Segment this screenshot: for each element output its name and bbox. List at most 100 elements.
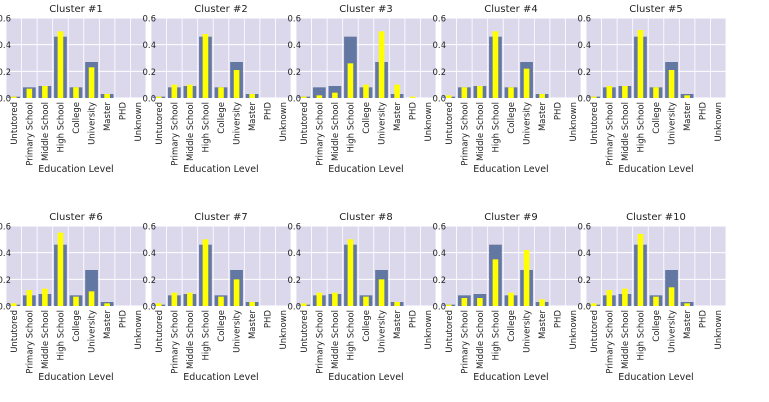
y-tick-label: 0.6 <box>287 15 301 25</box>
chart-panel: 0.0 0.2 0.4 0.6 Untutored Primary School Middl… <box>142 212 292 383</box>
x-tick-label: High School <box>346 102 356 152</box>
y-tick-label: 0.2 <box>432 276 446 286</box>
x-tick-label: Unknown <box>424 310 434 349</box>
y-tick-label: 0.6 <box>432 15 446 25</box>
x-tick-label: University <box>88 102 98 145</box>
chart-panel: 0.0 0.2 0.4 0.6 Untutored Primary School Middl… <box>0 4 147 175</box>
bar-cluster <box>73 87 79 98</box>
x-tick-label: University <box>88 310 98 353</box>
y-tick-label: 0.0 <box>577 303 591 313</box>
y-tick-label: 0.6 <box>0 15 11 25</box>
bar-cluster <box>653 87 659 98</box>
bar-cluster <box>606 290 613 306</box>
x-tick-label: PHD <box>119 102 129 121</box>
x-tick-label: Middle School <box>476 102 486 161</box>
bar-cluster <box>202 34 209 98</box>
chart-panel: 0.0 0.2 0.4 0.6 Untutored Primary School Middl… <box>432 212 582 383</box>
chart-panel: 0.0 0.2 0.4 0.6 Untutored Primary School Middl… <box>0 212 147 383</box>
bar-cluster <box>10 96 17 98</box>
x-tick-label: University <box>523 102 533 145</box>
x-tick-label: Middle School <box>621 310 631 369</box>
x-tick-label: PHD <box>699 310 709 329</box>
y-tick-label: 0.6 <box>287 223 301 233</box>
x-tick-label: Unknown <box>569 310 579 349</box>
y-tick-label: 0.0 <box>432 95 446 105</box>
bar-overall <box>312 87 326 98</box>
x-axis-label: Education Level <box>473 164 548 175</box>
bar-cluster <box>26 290 33 306</box>
x-axis-label: Education Level <box>328 372 403 383</box>
y-tick-label: 0.4 <box>142 41 156 51</box>
x-tick-label: High School <box>636 102 646 152</box>
bar-cluster <box>155 96 162 98</box>
bar-cluster <box>668 287 675 306</box>
y-tick-label: 0.4 <box>577 249 591 259</box>
y-tick-label: 0.4 <box>287 41 301 51</box>
x-tick-label: Master <box>103 309 113 339</box>
y-tick-label: 0.0 <box>287 303 301 313</box>
bar-cluster <box>684 95 690 98</box>
bar-cluster <box>508 87 514 98</box>
bar-cluster <box>523 68 530 98</box>
bar-cluster <box>104 303 110 306</box>
bar-cluster <box>316 292 323 306</box>
x-tick-label: University <box>378 310 388 353</box>
bar-cluster <box>233 70 240 98</box>
x-tick-label: PHD <box>264 310 274 329</box>
bar-cluster <box>42 86 48 98</box>
x-tick-label: PHD <box>409 310 419 329</box>
bar-cluster <box>347 63 354 98</box>
bar-cluster <box>332 92 338 98</box>
x-tick-label: High School <box>56 102 66 152</box>
bar-cluster <box>684 303 690 306</box>
y-tick-label: 0.4 <box>287 249 301 259</box>
bar-cluster <box>508 292 514 306</box>
y-tick-label: 0.2 <box>0 276 11 286</box>
chart-panel: 0.0 0.2 0.4 0.6 Untutored Primary School Middl… <box>142 4 292 175</box>
x-tick-label: Untutored <box>300 102 310 145</box>
bar-cluster <box>347 239 354 306</box>
y-tick-label: 0.4 <box>0 249 11 259</box>
x-tick-label: Master <box>538 101 548 131</box>
bar-cluster <box>88 67 95 98</box>
bar-cluster <box>218 296 224 306</box>
x-tick-label: College <box>217 102 227 134</box>
x-tick-label: Unknown <box>714 310 724 349</box>
chart-panel: 0.0 0.2 0.4 0.6 Untutored Primary School Middl… <box>287 4 437 175</box>
x-tick-label: Untutored <box>10 102 20 145</box>
x-tick-label: Primary School <box>25 310 35 374</box>
x-tick-label: Untutored <box>155 102 165 145</box>
bar-cluster <box>300 303 307 306</box>
bar-cluster <box>523 250 530 306</box>
bar-cluster <box>477 86 483 98</box>
bar-cluster <box>394 302 400 306</box>
bar-cluster <box>590 96 597 98</box>
x-tick-label: Master <box>103 101 113 131</box>
y-tick-label: 0.2 <box>287 68 301 78</box>
y-tick-label: 0.4 <box>0 41 11 51</box>
chart-title: Cluster #4 <box>484 4 537 15</box>
x-tick-label: Middle School <box>476 310 486 369</box>
x-tick-label: Middle School <box>186 310 196 369</box>
bar-cluster <box>187 292 193 306</box>
y-tick-label: 0.2 <box>577 68 591 78</box>
x-tick-label: Unknown <box>279 310 289 349</box>
bar-cluster <box>622 86 628 98</box>
x-tick-label: Untutored <box>590 310 600 353</box>
bar-cluster <box>378 31 385 98</box>
bar-cluster <box>316 95 323 98</box>
y-tick-label: 0.0 <box>432 303 446 313</box>
x-axis-label: Education Level <box>618 164 693 175</box>
x-tick-label: High School <box>636 310 646 360</box>
bar-cluster <box>606 86 613 98</box>
x-axis-label: Education Level <box>38 372 113 383</box>
x-axis-label: Education Level <box>183 164 258 175</box>
bar-cluster <box>332 292 338 306</box>
x-tick-label: Master <box>393 101 403 131</box>
x-tick-label: Primary School <box>25 102 35 166</box>
x-tick-label: Master <box>683 309 693 339</box>
x-tick-label: PHD <box>554 310 564 329</box>
chart-panel: 0.0 0.2 0.4 0.6 Untutored Primary School Middl… <box>287 212 437 383</box>
x-tick-label: Primary School <box>460 310 470 374</box>
